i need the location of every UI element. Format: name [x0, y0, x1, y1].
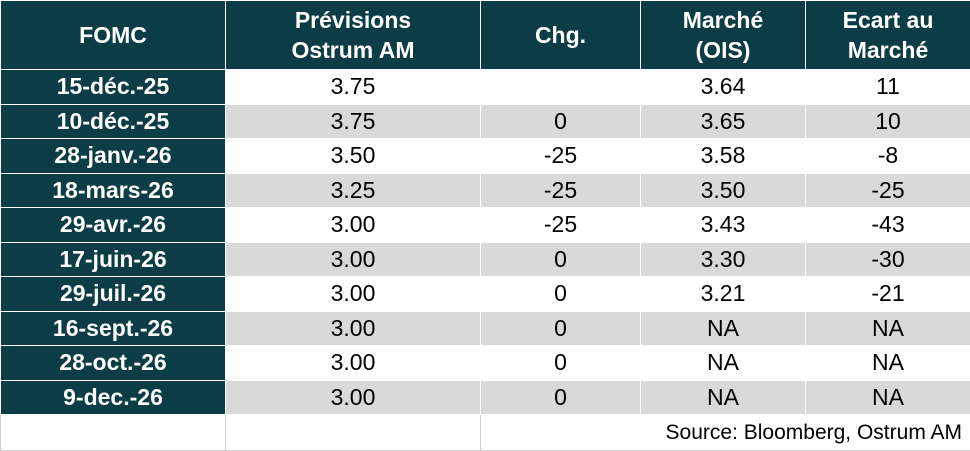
value-cell: 3.43 — [641, 208, 806, 243]
value-cell: -30 — [806, 242, 970, 277]
empty-cell — [226, 415, 481, 451]
date-cell: 29-avr.-26 — [1, 208, 226, 243]
header-cell: Prévisions Ostrum AM — [226, 1, 481, 70]
value-cell: NA — [641, 311, 806, 346]
value-cell: 3.64 — [641, 70, 806, 105]
value-cell: -43 — [806, 208, 970, 243]
value-cell: -8 — [806, 139, 970, 174]
value-cell: 3.50 — [641, 173, 806, 208]
value-cell: -25 — [481, 139, 641, 174]
date-cell: 15-déc.-25 — [1, 70, 226, 105]
date-cell: 28-oct.-26 — [1, 346, 226, 381]
value-cell: 3.65 — [641, 104, 806, 139]
value-cell: 0 — [481, 380, 641, 415]
value-cell: 0 — [481, 242, 641, 277]
date-cell: 28-janv.-26 — [1, 139, 226, 174]
value-cell: 0 — [481, 277, 641, 312]
value-cell: -21 — [806, 277, 970, 312]
value-cell: -25 — [481, 208, 641, 243]
value-cell: 3.00 — [226, 380, 481, 415]
value-cell: -25 — [481, 173, 641, 208]
value-cell: 0 — [481, 311, 641, 346]
value-cell: 3.25 — [226, 173, 481, 208]
header-cell: Ecart au Marché — [806, 1, 970, 70]
source-note: Source: Bloomberg, Ostrum AM — [481, 415, 970, 451]
value-cell: NA — [641, 346, 806, 381]
value-cell: NA — [806, 346, 970, 381]
header-cell: Marché (OIS) — [641, 1, 806, 70]
value-cell: 3.58 — [641, 139, 806, 174]
date-cell: 17-juin-26 — [1, 242, 226, 277]
date-cell: 29-juil.-26 — [1, 277, 226, 312]
value-cell: 3.00 — [226, 346, 481, 381]
value-cell: 11 — [806, 70, 970, 105]
value-cell: NA — [806, 380, 970, 415]
header-cell: FOMC — [1, 1, 226, 70]
date-cell: 16-sept.-26 — [1, 311, 226, 346]
source-row: Source: Bloomberg, Ostrum AM — [1, 415, 970, 451]
date-cell: 10-déc.-25 — [1, 104, 226, 139]
value-cell: 3.75 — [226, 104, 481, 139]
value-cell: NA — [806, 311, 970, 346]
value-cell: 3.30 — [641, 242, 806, 277]
date-cell: 18-mars-26 — [1, 173, 226, 208]
value-cell: 0 — [481, 104, 641, 139]
date-cell: 9-dec.-26 — [1, 380, 226, 415]
header-cell: Chg. — [481, 1, 641, 70]
value-cell: 3.00 — [226, 208, 481, 243]
value-cell: 3.50 — [226, 139, 481, 174]
value-cell: NA — [641, 380, 806, 415]
value-cell: 0 — [481, 346, 641, 381]
empty-cell — [1, 415, 226, 451]
value-cell: 3.21 — [641, 277, 806, 312]
value-cell: 3.00 — [226, 242, 481, 277]
value-cell: 3.00 — [226, 277, 481, 312]
value-cell: 3.00 — [226, 311, 481, 346]
value-cell: -25 — [806, 173, 970, 208]
value-cell: 10 — [806, 104, 970, 139]
value-cell: 3.75 — [226, 70, 481, 105]
value-cell — [481, 70, 641, 105]
